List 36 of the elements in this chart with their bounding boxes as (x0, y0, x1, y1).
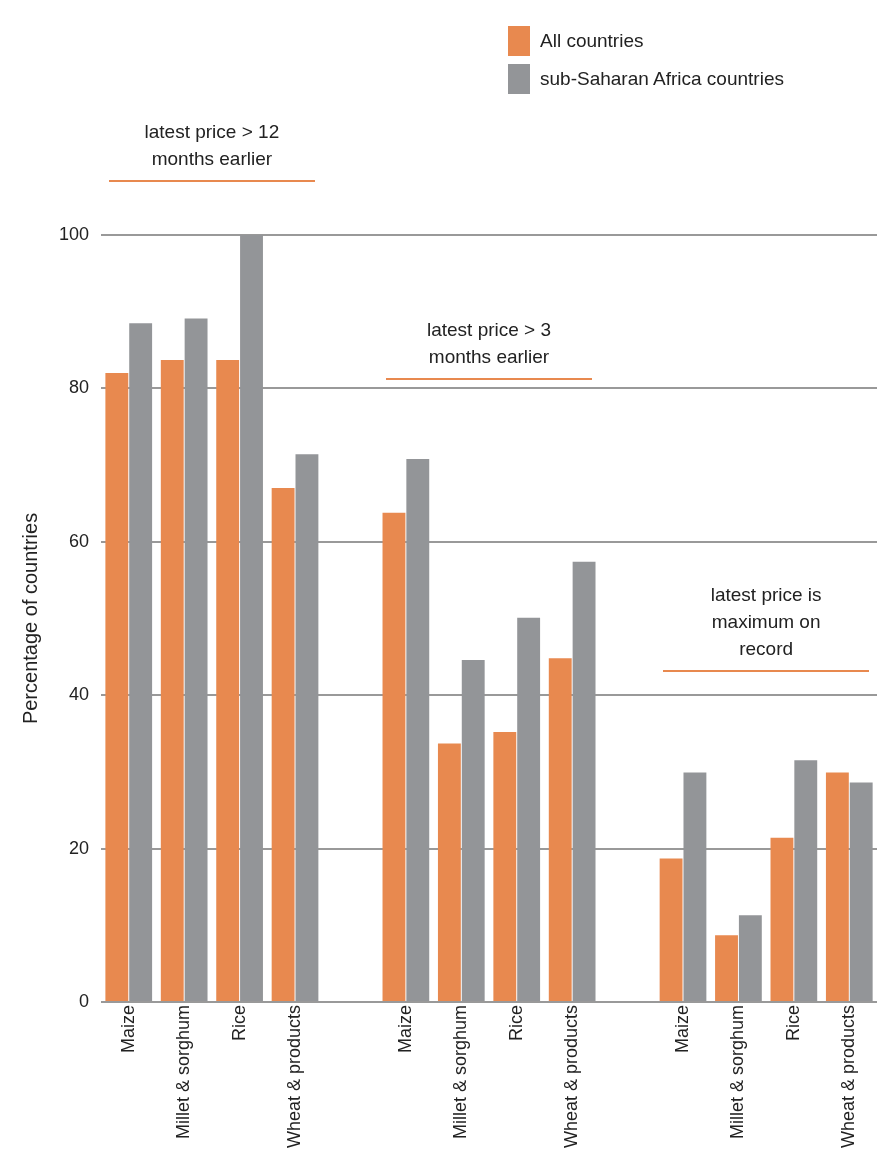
annotation: latest price > 3 months earlier (425, 318, 553, 370)
x-tick-label: Rice (782, 1004, 803, 1041)
bar (105, 373, 129, 1001)
x-tick-label: Millet & sorghum (727, 1004, 748, 1139)
bar (715, 935, 738, 1001)
legend-label: All countries (540, 30, 644, 52)
y-tick-label: 20 (69, 837, 90, 858)
bar (659, 858, 683, 1001)
bar (437, 743, 461, 1001)
x-tick-label: Millet & sorghum (173, 1004, 194, 1139)
y-tick-label: 40 (69, 684, 90, 705)
annotation: latest price is maximum on record (709, 583, 823, 662)
bar (548, 658, 572, 1001)
x-tick-label: Rice (505, 1004, 526, 1041)
bar (216, 360, 240, 1001)
bar (825, 772, 849, 1001)
y-tick-label: 0 (79, 990, 90, 1011)
y-tick-label: 60 (69, 530, 90, 551)
x-tick-label: Millet & sorghum (450, 1004, 471, 1139)
x-tick-label: Wheat & products (838, 1004, 859, 1149)
x-tick-label: Maize (117, 1004, 138, 1053)
y-axis-title: Percentage of countries (18, 512, 41, 725)
x-tick-label: Maize (394, 1004, 415, 1053)
legend-label: sub-Saharan Africa countries (540, 68, 784, 90)
bar (770, 837, 794, 1001)
x-tick-label: Rice (228, 1004, 249, 1041)
text: latest price > 12 months earlier (143, 120, 281, 171)
bar (493, 731, 517, 1001)
x-tick-label: Maize (671, 1004, 692, 1053)
y-tick-label: 100 (58, 223, 90, 244)
bar (271, 488, 295, 1001)
bar (160, 360, 184, 1001)
x-tick-label: Wheat & products (561, 1004, 582, 1149)
bar (382, 512, 406, 1001)
y-tick-label: 80 (69, 377, 90, 398)
x-tick-label: Wheat & products (283, 1004, 304, 1149)
